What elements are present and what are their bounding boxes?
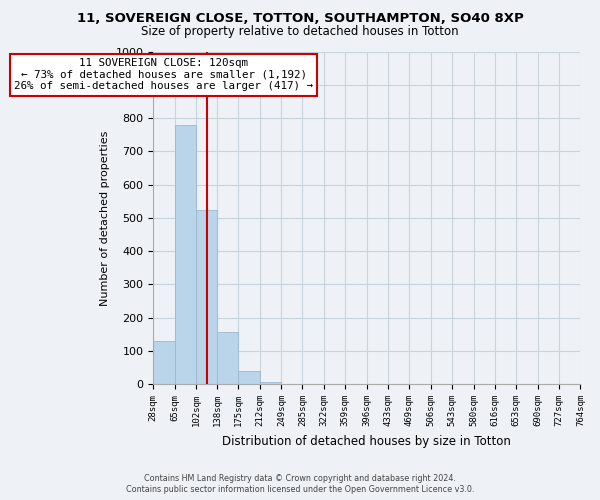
Bar	[175, 126, 196, 384]
Text: 11 SOVEREIGN CLOSE: 120sqm
← 73% of detached houses are smaller (1,192)
26% of s: 11 SOVEREIGN CLOSE: 120sqm ← 73% of deta…	[14, 58, 313, 92]
Bar	[238, 371, 260, 384]
Bar	[196, 210, 217, 384]
Text: Size of property relative to detached houses in Totton: Size of property relative to detached ho…	[141, 25, 459, 38]
Bar	[217, 332, 238, 384]
Text: 11, SOVEREIGN CLOSE, TOTTON, SOUTHAMPTON, SO40 8XP: 11, SOVEREIGN CLOSE, TOTTON, SOUTHAMPTON…	[77, 12, 523, 26]
Bar	[153, 341, 175, 384]
Text: Contains HM Land Registry data © Crown copyright and database right 2024.
Contai: Contains HM Land Registry data © Crown c…	[126, 474, 474, 494]
Bar	[260, 382, 281, 384]
X-axis label: Distribution of detached houses by size in Totton: Distribution of detached houses by size …	[223, 434, 511, 448]
Y-axis label: Number of detached properties: Number of detached properties	[100, 130, 110, 306]
